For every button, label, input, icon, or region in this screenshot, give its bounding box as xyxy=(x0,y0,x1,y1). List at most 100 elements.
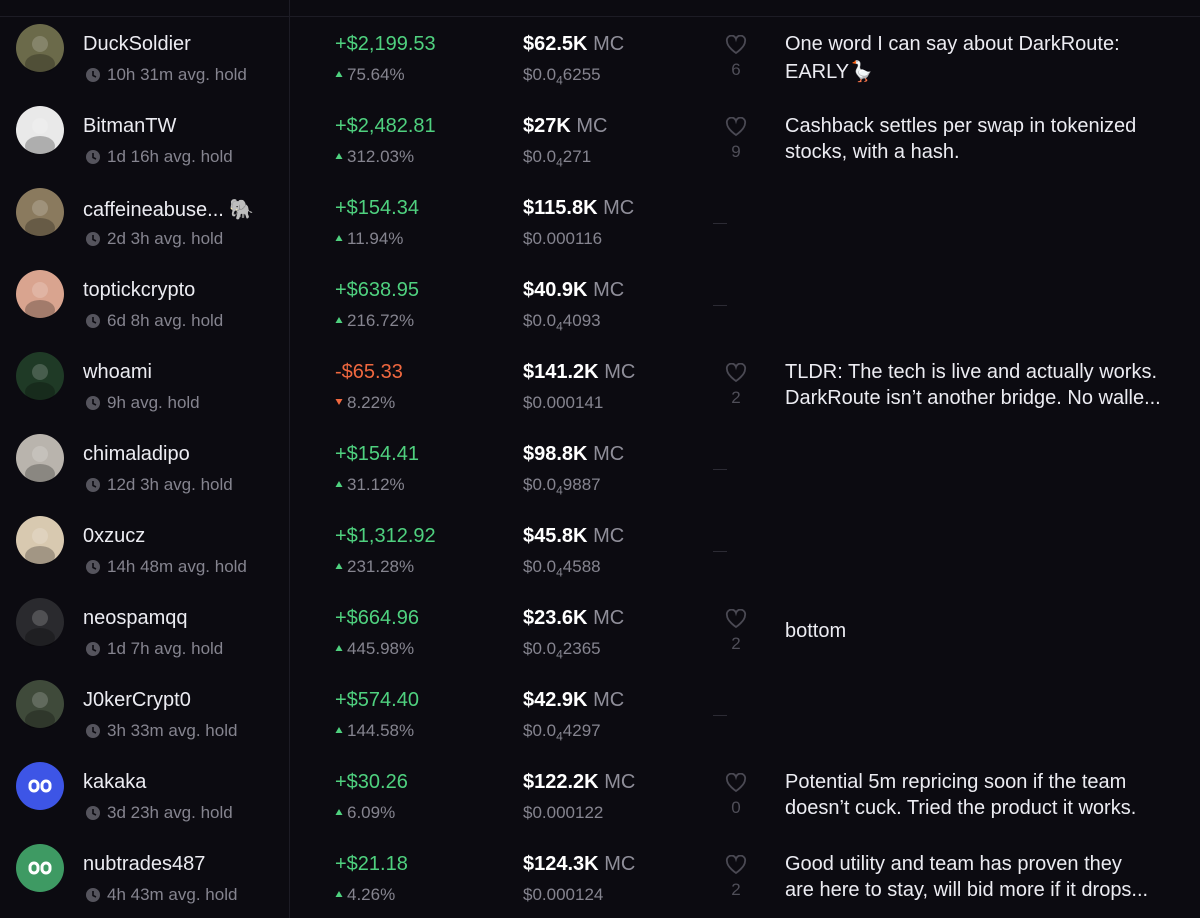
pnl-percent: 4.26% xyxy=(347,885,396,904)
clock-icon xyxy=(86,888,100,902)
like-count: 0 xyxy=(731,798,741,817)
like-heart xyxy=(725,35,747,55)
avatar xyxy=(16,844,64,892)
pnl-value: +$1,312.92 xyxy=(335,525,436,547)
market-cap-unit: MC xyxy=(604,361,636,383)
market-cap-unit: MC xyxy=(593,33,625,55)
price-text: $0.000122 xyxy=(523,803,604,822)
pnl-percent: 31.12% xyxy=(347,475,405,494)
avg-hold: 6d 8h avg. hold xyxy=(107,311,224,330)
price-digits: 271 xyxy=(562,147,592,166)
post-text: doesn’t cuck. Tried the product it works… xyxy=(785,797,1137,819)
price-text: $0.0 xyxy=(523,311,557,330)
empty-post xyxy=(713,715,727,716)
avatar xyxy=(16,24,64,72)
price-digits: 4588 xyxy=(562,557,601,576)
user-name: chimaladipo xyxy=(83,443,190,465)
trend-arrow xyxy=(335,645,343,651)
market-cap-value: $141.2K xyxy=(523,361,599,383)
avg-hold: 1d 16h avg. hold xyxy=(107,147,233,166)
market-cap: $115.8K MC xyxy=(523,197,634,220)
price-digits: 4093 xyxy=(562,311,601,330)
avg-hold: 2d 3h avg. hold xyxy=(107,229,224,248)
empty-post xyxy=(713,469,727,470)
avatar xyxy=(16,434,64,482)
trend-arrow xyxy=(335,727,343,733)
user-name: nubtrades487 xyxy=(83,853,206,875)
trend-arrow xyxy=(335,809,343,815)
pnl-percent: 75.64% xyxy=(347,65,405,84)
like-count: 2 xyxy=(731,634,741,653)
price-zeros: 4 xyxy=(556,647,563,662)
user-name: 0xzucz xyxy=(83,525,146,547)
entry-price: $0.000122 xyxy=(523,803,603,823)
pnl-percent: 216.72% xyxy=(347,311,415,330)
trend-arrow xyxy=(335,153,343,159)
entry-price: $0.046255 xyxy=(523,65,601,87)
pnl-percent: 312.03% xyxy=(347,147,415,166)
market-cap: $42.9K MC xyxy=(523,689,624,712)
post-text: are here to stay, will bid more if it dr… xyxy=(785,879,1149,901)
user-name: kakaka xyxy=(83,771,147,793)
market-cap-value: $45.8K xyxy=(523,525,588,547)
pnl-percent: 231.28% xyxy=(347,557,415,576)
trend-arrow xyxy=(335,891,343,897)
price-text: $0.000124 xyxy=(523,885,604,904)
post-text: Potential 5m repricing soon if the team xyxy=(785,771,1127,793)
header-divider xyxy=(0,16,1200,17)
clock-icon xyxy=(86,560,100,574)
entry-price: $0.049887 xyxy=(523,475,601,497)
empty-post xyxy=(713,551,727,552)
price-text: $0.000116 xyxy=(523,229,603,248)
clock-icon xyxy=(86,806,100,820)
price-zeros: 4 xyxy=(556,155,563,170)
market-cap: $45.8K MC xyxy=(523,525,624,548)
pnl-value: +$154.41 xyxy=(335,443,419,465)
like-heart xyxy=(725,773,747,793)
market-cap: $62.5K MC xyxy=(523,33,624,56)
user-name: J0kerCrypt0 xyxy=(83,689,191,711)
market-cap: $23.6K MC xyxy=(523,607,624,630)
user-name: BitmanTW xyxy=(83,115,177,137)
avg-hold: 4h 43m avg. hold xyxy=(107,885,238,904)
market-cap-unit: MC xyxy=(593,279,625,301)
post-text: TLDR: The tech is live and actually work… xyxy=(785,361,1158,383)
price-zeros: 4 xyxy=(556,483,563,498)
market-cap-value: $27K xyxy=(523,115,571,137)
price-digits: 9887 xyxy=(562,475,601,494)
clock-icon xyxy=(86,150,100,164)
market-cap-value: $23.6K xyxy=(523,607,588,629)
empty-post xyxy=(713,223,727,224)
pnl-value: +$664.96 xyxy=(335,607,419,629)
like-heart xyxy=(725,363,747,383)
entry-price: $0.000124 xyxy=(523,885,603,905)
pnl-value: +$154.34 xyxy=(335,197,419,219)
market-cap: $124.3K MC xyxy=(523,853,635,876)
pnl-value: +$30.26 xyxy=(335,771,408,793)
market-cap: $40.9K MC xyxy=(523,279,624,302)
post-text: One word I can say about DarkRoute: xyxy=(785,33,1120,55)
avatar xyxy=(16,516,64,564)
like-heart xyxy=(725,117,747,137)
market-cap-unit: MC xyxy=(604,853,636,875)
clock-icon xyxy=(86,478,100,492)
avatar xyxy=(16,680,64,728)
post-text: Good utility and team has proven they xyxy=(785,853,1122,875)
pnl-percent: 8.22% xyxy=(347,393,396,412)
entry-price: $0.000141 xyxy=(523,393,603,413)
market-cap-value: $62.5K xyxy=(523,33,588,55)
pnl-percent: 144.58% xyxy=(347,721,415,740)
market-cap-value: $115.8K xyxy=(523,197,598,219)
pnl-value: +$638.95 xyxy=(335,279,419,301)
user-name: caffeineabuse... 🐘 xyxy=(83,199,255,221)
price-zeros: 4 xyxy=(556,729,563,744)
price-digits: 4297 xyxy=(562,721,601,740)
user-name: toptickcrypto xyxy=(83,279,196,301)
user-name: neospamqq xyxy=(83,607,188,629)
post-text: bottom xyxy=(785,620,847,642)
post-text: DarkRoute isn’t another bridge. No walle… xyxy=(785,387,1161,409)
market-cap-value: $42.9K xyxy=(523,689,588,711)
pnl-percent: 11.94% xyxy=(347,229,404,248)
trend-arrow xyxy=(335,317,343,323)
